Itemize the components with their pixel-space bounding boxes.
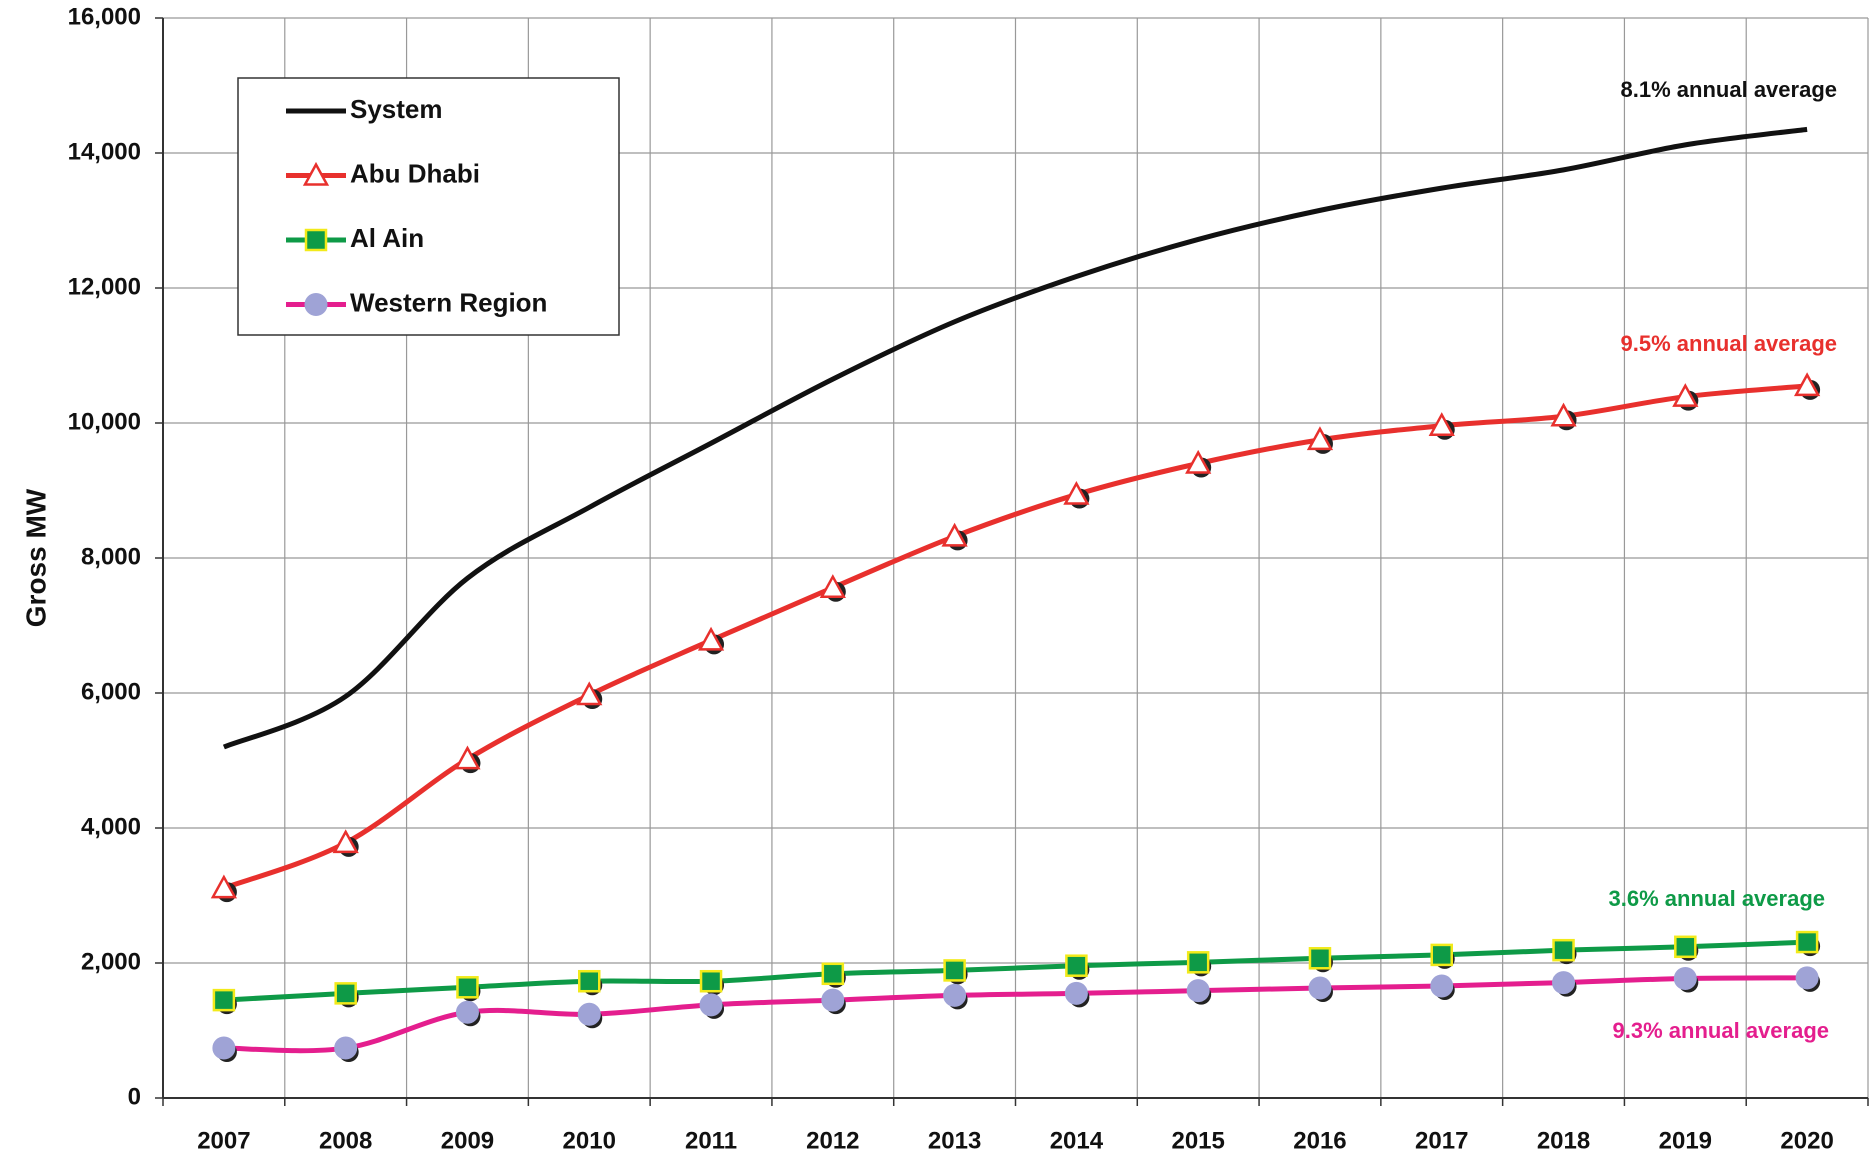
marker-triangle <box>819 574 846 598</box>
marker-square <box>456 976 479 999</box>
marker-triangle <box>210 874 238 899</box>
marker-circle <box>1186 979 1210 1003</box>
x-tick-label: 2017 <box>1415 1127 1468 1154</box>
series-line <box>222 126 1808 750</box>
marker-circle <box>943 983 967 1007</box>
y-tick-label: 16,000 <box>68 3 141 30</box>
marker-circle <box>1430 974 1454 998</box>
x-tick-label: 2015 <box>1171 1127 1224 1154</box>
legend-label: Abu Dhabi <box>350 158 480 188</box>
legend-label: Western Region <box>350 287 547 317</box>
marker-triangle <box>1185 449 1212 474</box>
x-tick-label: 2016 <box>1293 1127 1346 1154</box>
x-tick-label: 2013 <box>928 1127 981 1154</box>
x-tick-label: 2019 <box>1659 1127 1712 1154</box>
marker-triangle <box>1063 480 1090 505</box>
marker-triangle <box>1672 383 1699 407</box>
marker-square <box>1065 954 1088 977</box>
x-tick-label: 2010 <box>563 1127 616 1154</box>
marker-square <box>1186 951 1210 974</box>
marker-square <box>1674 935 1697 959</box>
marker-circle <box>1552 971 1576 995</box>
marker-triangle <box>1550 402 1577 427</box>
marker-square <box>212 988 236 1012</box>
marker-circle <box>1064 981 1088 1005</box>
marker-triangle <box>1306 426 1334 451</box>
y-tick-label: 10,000 <box>68 408 141 435</box>
y-tick-label: 4,000 <box>81 813 141 840</box>
x-tick-label: 2011 <box>685 1127 737 1154</box>
marker-circle <box>455 1000 479 1024</box>
marker-circle <box>577 1002 601 1026</box>
marker-triangle <box>454 745 481 770</box>
y-tick-label: 8,000 <box>81 543 141 570</box>
marker-circle <box>304 293 328 316</box>
marker-square <box>1308 947 1332 970</box>
marker-triangle <box>576 681 603 706</box>
legend-box <box>237 77 620 336</box>
marker-square <box>304 228 328 252</box>
legend-label: Al Ain <box>350 223 424 253</box>
annotation: 9.3% annual average <box>1613 1018 1829 1043</box>
x-tick-label: 2009 <box>441 1127 494 1154</box>
y-tick-label: 14,000 <box>68 138 141 165</box>
marker-circle <box>334 1036 358 1060</box>
marker-square <box>1795 930 1819 954</box>
marker-triangle <box>941 522 968 547</box>
y-tick-label: 12,000 <box>68 273 141 300</box>
marker-square <box>821 962 845 986</box>
marker-triangle <box>302 161 330 186</box>
marker-square <box>943 959 966 982</box>
marker-circle <box>699 993 723 1017</box>
legend: System Abu Dhabi Al Ain Western Region <box>237 77 620 336</box>
marker-square <box>578 969 601 993</box>
marker-triangle <box>1428 412 1455 436</box>
annotation: 3.6% annual average <box>1609 886 1825 911</box>
marker-square <box>699 969 723 993</box>
y-tick-label: 2,000 <box>81 948 141 975</box>
x-tick-label: 2012 <box>806 1127 859 1154</box>
marker-circle <box>212 1036 236 1060</box>
marker-square <box>334 982 357 1005</box>
x-tick-label: 2020 <box>1780 1127 1833 1154</box>
marker-circle <box>821 988 845 1012</box>
series-line <box>223 975 1808 1054</box>
marker-triangle <box>332 829 359 854</box>
legend-label: System <box>350 94 443 124</box>
y-tick-label: 6,000 <box>81 678 141 705</box>
x-tick-label: 2007 <box>197 1127 250 1154</box>
marker-square <box>1552 938 1575 962</box>
marker-square <box>1430 943 1453 967</box>
marker-circle <box>1795 966 1819 990</box>
marker-triangle <box>1793 372 1821 397</box>
x-tick-label: 2014 <box>1050 1127 1104 1154</box>
annotation: 9.5% annual average <box>1621 331 1837 356</box>
x-tick-label: 2018 <box>1537 1127 1590 1154</box>
marker-circle <box>1308 976 1332 1000</box>
y-axis-label: Gross MW <box>20 488 51 627</box>
series-line <box>223 939 1808 1003</box>
x-tick-label: 2008 <box>319 1127 372 1154</box>
marker-triangle <box>697 626 725 651</box>
marker-circle <box>1673 967 1697 991</box>
annotation: 8.1% annual average <box>1621 77 1837 102</box>
y-tick-label: 0 <box>128 1083 141 1110</box>
